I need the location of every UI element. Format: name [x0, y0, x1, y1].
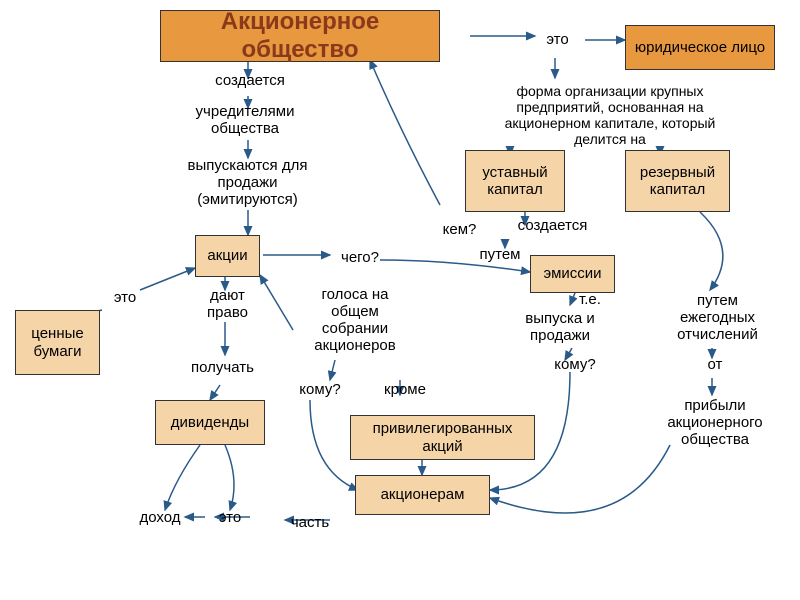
node-shareholders: акционерам	[355, 475, 490, 515]
edge	[165, 445, 200, 510]
node-eto2: это	[105, 280, 145, 315]
node-komu2: кому?	[545, 355, 605, 375]
node-legal: юридическое лицо	[625, 25, 775, 70]
node-chast: часть	[280, 505, 340, 540]
node-give: дают право	[190, 285, 265, 323]
node-chego: чего?	[330, 240, 390, 275]
node-te: т.е.	[570, 290, 610, 310]
node-title: Акционерное общество	[160, 10, 440, 62]
node-ustavnoy: уставный капитал	[465, 150, 565, 212]
node-kem: кем?	[432, 212, 487, 247]
node-annual: путем ежегодных отчислений	[655, 290, 780, 345]
node-issued: выпускаются для продажи (эмитируются)	[170, 155, 325, 210]
node-cennye: ценные бумаги	[15, 310, 100, 375]
node-komu1: кому?	[290, 380, 350, 400]
edge	[225, 445, 234, 510]
node-eto1: это	[535, 20, 580, 60]
node-issue_sale: выпуска и продажи	[505, 308, 615, 346]
node-krome: кроме	[375, 380, 435, 400]
node-emission: эмиссии	[530, 255, 615, 293]
node-reserve: резервный капитал	[625, 150, 730, 212]
node-eto3: это	[210, 508, 250, 528]
edge	[700, 212, 723, 290]
node-definition: форма организации крупных предприятий, о…	[495, 75, 725, 155]
edge	[330, 360, 335, 380]
node-poluch: получать	[175, 350, 270, 385]
node-founders: учредителями общества	[175, 100, 315, 140]
edge	[370, 60, 440, 205]
node-akcii: акции	[195, 235, 260, 277]
node-sozd2: создается	[500, 210, 605, 242]
edge	[210, 385, 220, 400]
node-ot: от	[700, 355, 730, 375]
node-dohod: доход	[130, 508, 190, 528]
node-profit: прибыли акционерного общества	[645, 395, 785, 450]
node-priv: привилегированных акций	[350, 415, 535, 460]
node-putem: путем	[465, 245, 535, 265]
node-dividends: дивиденды	[155, 400, 265, 445]
node-created: создается	[195, 65, 305, 97]
edge	[140, 268, 195, 290]
node-golosa: голоса на общем собрании акционеров	[295, 280, 415, 360]
